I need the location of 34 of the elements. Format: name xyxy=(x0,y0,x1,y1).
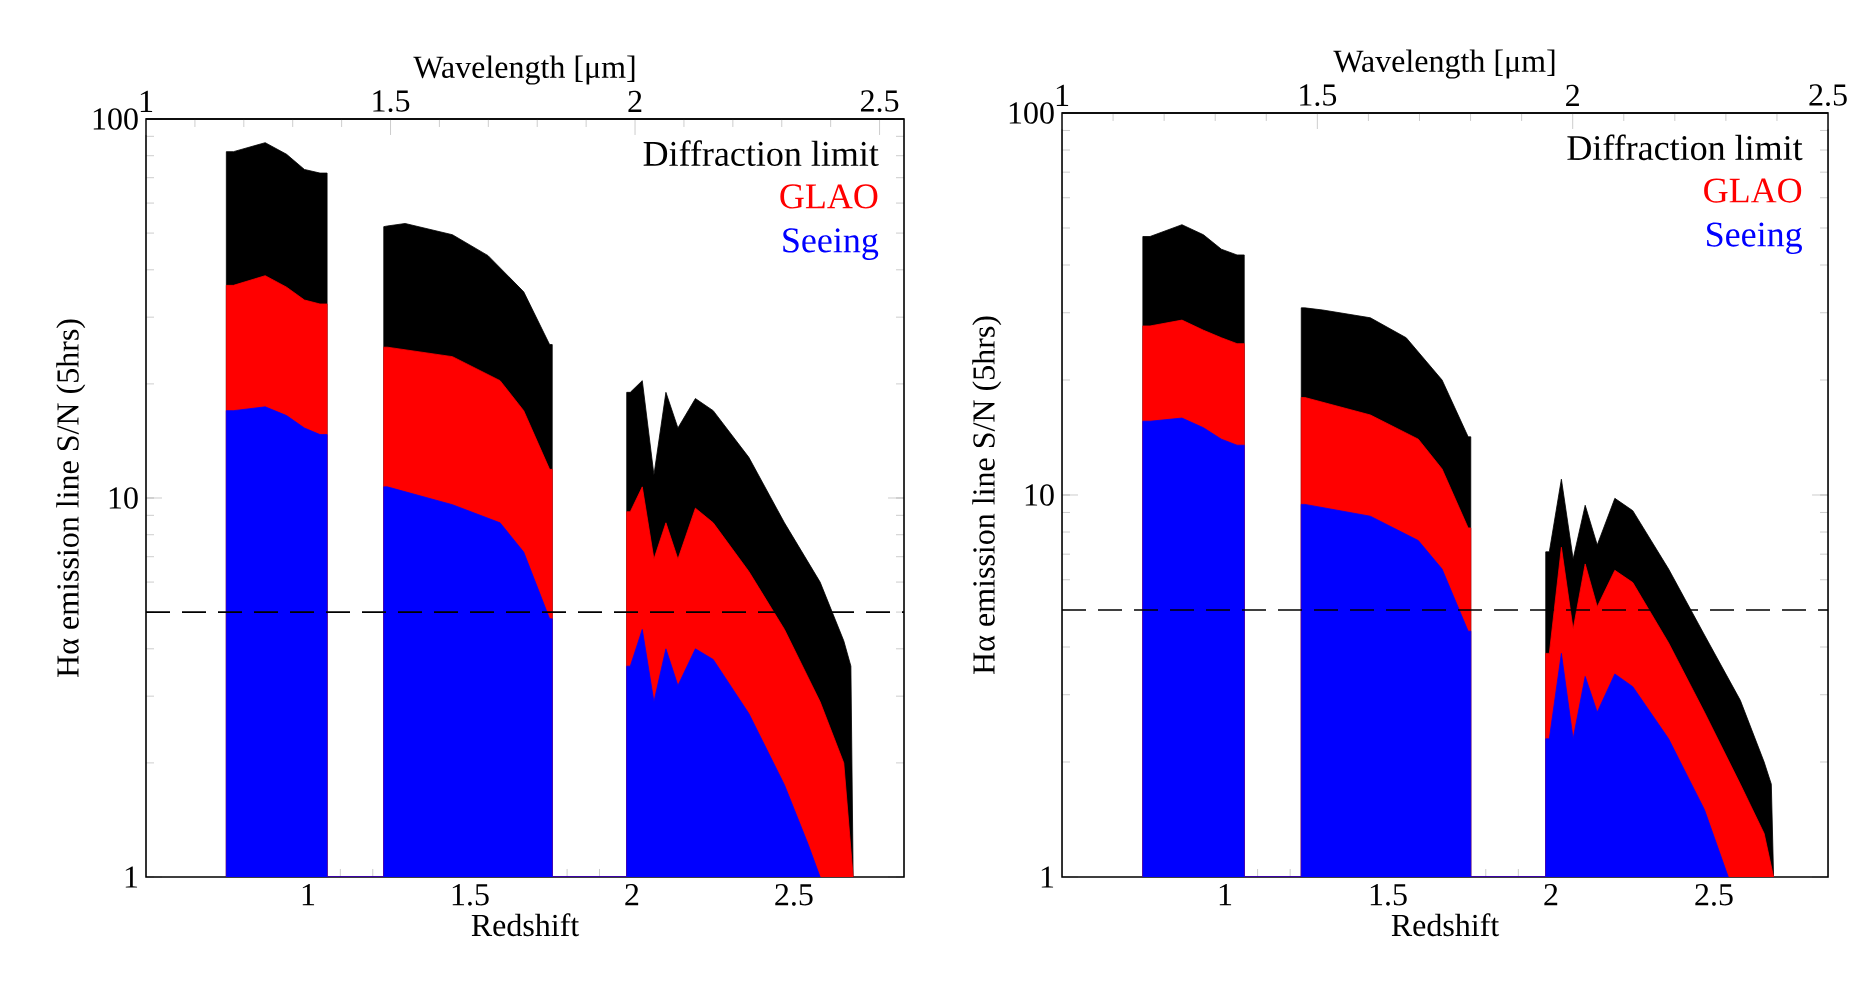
x-tick-label: 2 xyxy=(1544,884,1558,906)
x2-tick-label: 1.5 xyxy=(373,90,410,112)
text: Diffraction limit xyxy=(643,140,879,167)
x2-tick-label: 2.5 xyxy=(1809,84,1847,106)
x-axis-title: Redshift xyxy=(471,913,580,937)
y-axis-title: Hα emission line S/N (5hrs) xyxy=(56,319,86,677)
text: Seeing xyxy=(783,228,879,260)
x2-tick-label: 2 xyxy=(628,90,642,112)
x-tick-label: 1 xyxy=(1219,884,1232,906)
x2-tick-label: 2.5 xyxy=(860,90,899,112)
y-tick-label: 1 xyxy=(125,866,138,888)
x2-axis-title: Wavelength [μm] xyxy=(413,55,635,85)
x-tick-label: 2 xyxy=(625,884,639,906)
y-tick-label: 10 xyxy=(1025,484,1054,506)
y-tick-label: 100 xyxy=(1009,102,1054,124)
x2-tick-label: 1.5 xyxy=(1300,84,1337,106)
x2-axis-title: Wavelength [μm] xyxy=(1333,49,1555,79)
x2-tick-label: 2 xyxy=(1566,84,1579,106)
y-tick-label: 100 xyxy=(93,108,138,130)
x-tick-label: 1 xyxy=(302,884,315,906)
x-tick-label: 2.5 xyxy=(775,884,813,906)
y-axis-title: Hα emission line S/N (5hrs) xyxy=(972,316,1002,674)
x-axis-title: Redshift xyxy=(1391,913,1500,937)
x-tick-label: 1.5 xyxy=(1370,884,1407,906)
x2-tick-label: 1 xyxy=(1056,84,1069,106)
x2-tick-label: 1 xyxy=(140,90,153,112)
text: Seeing xyxy=(1707,222,1802,255)
text: GLAO xyxy=(1704,178,1802,203)
x-tick-label: 1.5 xyxy=(452,884,489,906)
text: GLAO xyxy=(780,184,878,209)
y-tick-label: 10 xyxy=(109,487,138,509)
x-tick-label: 2.5 xyxy=(1695,884,1733,906)
text: Diffraction limit xyxy=(1567,134,1803,161)
y-tick-label: 1 xyxy=(1041,866,1054,888)
